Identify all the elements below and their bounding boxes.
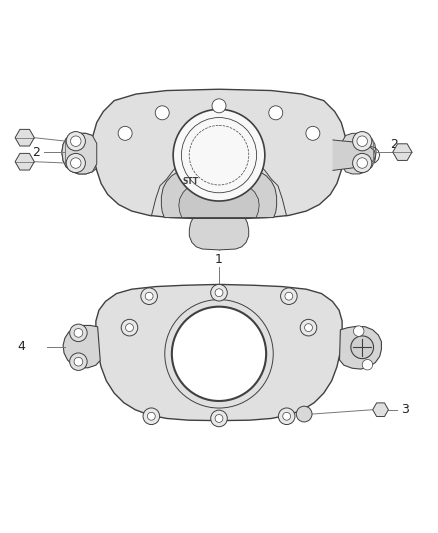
Circle shape xyxy=(215,415,223,422)
Polygon shape xyxy=(393,144,412,160)
Circle shape xyxy=(357,158,367,168)
Circle shape xyxy=(71,136,81,147)
Circle shape xyxy=(66,154,85,173)
Circle shape xyxy=(148,413,155,420)
Circle shape xyxy=(296,406,312,422)
Polygon shape xyxy=(15,154,34,170)
Circle shape xyxy=(71,158,81,168)
Text: 3: 3 xyxy=(401,403,409,416)
Circle shape xyxy=(145,292,153,300)
Circle shape xyxy=(211,285,227,301)
Circle shape xyxy=(126,324,134,332)
Polygon shape xyxy=(92,89,346,219)
Text: 1: 1 xyxy=(215,253,223,265)
Polygon shape xyxy=(96,285,342,421)
Circle shape xyxy=(74,357,83,366)
Circle shape xyxy=(212,99,226,113)
Circle shape xyxy=(300,319,317,336)
Circle shape xyxy=(143,408,159,425)
Circle shape xyxy=(306,126,320,140)
Circle shape xyxy=(172,306,266,401)
Circle shape xyxy=(362,359,373,370)
Circle shape xyxy=(70,353,87,370)
Text: 2: 2 xyxy=(390,138,398,151)
Polygon shape xyxy=(62,133,97,174)
Circle shape xyxy=(353,132,372,151)
Polygon shape xyxy=(179,182,259,217)
Circle shape xyxy=(74,328,83,337)
Circle shape xyxy=(121,319,138,336)
Polygon shape xyxy=(341,133,376,174)
Circle shape xyxy=(351,336,374,359)
Polygon shape xyxy=(63,326,100,368)
Text: 4: 4 xyxy=(18,341,25,353)
Polygon shape xyxy=(189,219,249,250)
Circle shape xyxy=(269,106,283,120)
Circle shape xyxy=(353,154,372,173)
Circle shape xyxy=(304,324,312,332)
Circle shape xyxy=(118,126,132,140)
Circle shape xyxy=(70,324,87,342)
Polygon shape xyxy=(373,403,389,416)
Circle shape xyxy=(215,289,223,297)
Circle shape xyxy=(285,292,293,300)
Circle shape xyxy=(279,408,295,425)
Text: STT: STT xyxy=(183,177,199,186)
Circle shape xyxy=(173,109,265,201)
Circle shape xyxy=(211,410,227,427)
Text: 2: 2 xyxy=(32,146,40,159)
Polygon shape xyxy=(332,140,375,171)
Circle shape xyxy=(353,326,364,336)
Circle shape xyxy=(141,288,157,304)
Polygon shape xyxy=(15,130,34,146)
Circle shape xyxy=(155,106,169,120)
Polygon shape xyxy=(339,326,381,369)
Circle shape xyxy=(283,413,290,420)
Polygon shape xyxy=(161,165,277,217)
Circle shape xyxy=(357,136,367,147)
Circle shape xyxy=(66,132,85,151)
Circle shape xyxy=(281,288,297,304)
